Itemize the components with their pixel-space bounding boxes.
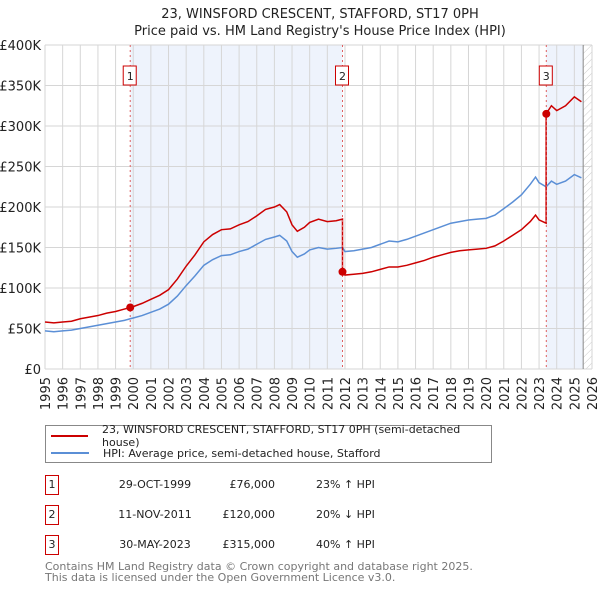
x-tick-label: 2025	[568, 377, 583, 410]
x-tick-label: 1997	[74, 377, 89, 410]
x-tick-label: 2015	[392, 377, 407, 410]
legend-item-property: 23, WINSFORD CRESCENT, STAFFORD, ST17 0P…	[46, 423, 491, 449]
legend: 23, WINSFORD CRESCENT, STAFFORD, ST17 0P…	[45, 423, 492, 463]
y-tick-label: £150K	[0, 242, 41, 257]
chart-title: 23, WINSFORD CRESCENT, STAFFORD, ST17 0P…	[161, 7, 478, 22]
x-tick-label: 1999	[110, 377, 125, 410]
x-tick-label: 2018	[445, 377, 460, 410]
x-tick-label: 2026	[586, 377, 600, 410]
sale-date: 29-OCT-1999	[118, 478, 192, 491]
y-tick-label: £50K	[8, 323, 42, 338]
chart-subtitle: Price paid vs. HM Land Registry's House …	[134, 24, 506, 39]
x-tick-label: 2023	[533, 377, 548, 410]
x-tick-label: 2010	[304, 377, 319, 410]
sale-label: 3	[543, 70, 550, 83]
footer-licence: This data is licensed under the Open Gov…	[45, 571, 396, 584]
transaction-row: 1 29-OCT-1999 £76,000 23% ↑ HPI	[45, 475, 445, 495]
sale-label-box	[122, 65, 137, 86]
x-tick-label: 2009	[286, 377, 301, 410]
x-tick-label: 2002	[163, 377, 178, 410]
x-tick-label: 2021	[498, 377, 513, 410]
x-tick-label: 2017	[427, 377, 442, 410]
sale-label-box	[538, 65, 553, 86]
x-tick-label: 2000	[127, 377, 142, 410]
legend-item-hpi: HPI: Average price, semi-detached house,…	[46, 445, 381, 461]
y-tick-label: £100K	[0, 282, 41, 297]
sale-point	[126, 303, 135, 312]
marker-badge: 2	[45, 505, 59, 525]
sale-label: 1	[127, 70, 134, 83]
x-tick-label: 2008	[268, 377, 283, 410]
x-tick-label: 2022	[515, 377, 530, 410]
y-tick-label: £200K	[0, 201, 41, 216]
transaction-row: 2 11-NOV-2011 £120,000 20% ↓ HPI	[45, 505, 445, 525]
x-tick-label: 2024	[551, 377, 566, 410]
price-chart: 23, WINSFORD CRESCENT, STAFFORD, ST17 0P…	[0, 7, 600, 410]
x-tick-label: 2011	[321, 377, 336, 410]
x-tick-label: 2013	[357, 377, 372, 410]
x-tick-label: 2014	[374, 377, 389, 410]
sale-price: £120,000	[222, 508, 276, 521]
sale-point	[338, 267, 347, 276]
x-tick-label: 1998	[92, 377, 107, 410]
x-tick-label: 2005	[215, 377, 230, 410]
property-price-line	[44, 95, 582, 324]
hpi-line	[44, 173, 582, 333]
hpi-diff: 40% ↑ HPI	[316, 538, 375, 551]
x-tick-label: 1995	[39, 377, 54, 410]
sale-date: 11-NOV-2011	[118, 508, 192, 521]
x-tick-label: 2020	[480, 377, 495, 410]
footer-copyright: Contains HM Land Registry data © Crown c…	[45, 560, 473, 573]
sale-price: £315,000	[222, 538, 276, 551]
legend-label: HPI: Average price, semi-detached house,…	[103, 446, 381, 460]
legend-label: 23, WINSFORD CRESCENT, STAFFORD, ST17 0P…	[102, 423, 461, 449]
sale-point	[542, 109, 551, 118]
hpi-diff: 23% ↑ HPI	[316, 478, 375, 491]
y-tick-label: £400K	[0, 39, 41, 54]
legend-swatch-red	[51, 435, 89, 437]
x-tick-label: 2016	[410, 377, 425, 410]
sale-label-box	[334, 65, 349, 86]
x-tick-label: 2019	[462, 377, 477, 410]
x-tick-label: 2003	[180, 377, 195, 410]
x-tick-label: 2007	[251, 377, 266, 410]
sale-label: 2	[339, 70, 346, 83]
x-tick-label: 2004	[198, 377, 213, 410]
x-tick-label: 2006	[233, 377, 248, 410]
transaction-row: 3 30-MAY-2023 £315,000 40% ↑ HPI	[45, 535, 445, 555]
y-tick-label: £0	[24, 363, 41, 378]
y-tick-label: £250K	[0, 161, 41, 176]
y-tick-label: £350K	[0, 80, 41, 95]
marker-badge: 3	[45, 535, 59, 555]
marker-badge: 1	[45, 475, 59, 495]
x-tick-label: 1996	[57, 377, 72, 410]
x-tick-label: 2001	[145, 377, 160, 410]
sale-date: 30-MAY-2023	[119, 538, 191, 551]
x-tick-label: 2012	[339, 377, 354, 410]
y-tick-label: £300K	[0, 120, 41, 135]
hpi-diff: 20% ↓ HPI	[316, 508, 375, 521]
sale-price: £76,000	[229, 478, 276, 491]
legend-swatch-blue	[51, 452, 89, 454]
